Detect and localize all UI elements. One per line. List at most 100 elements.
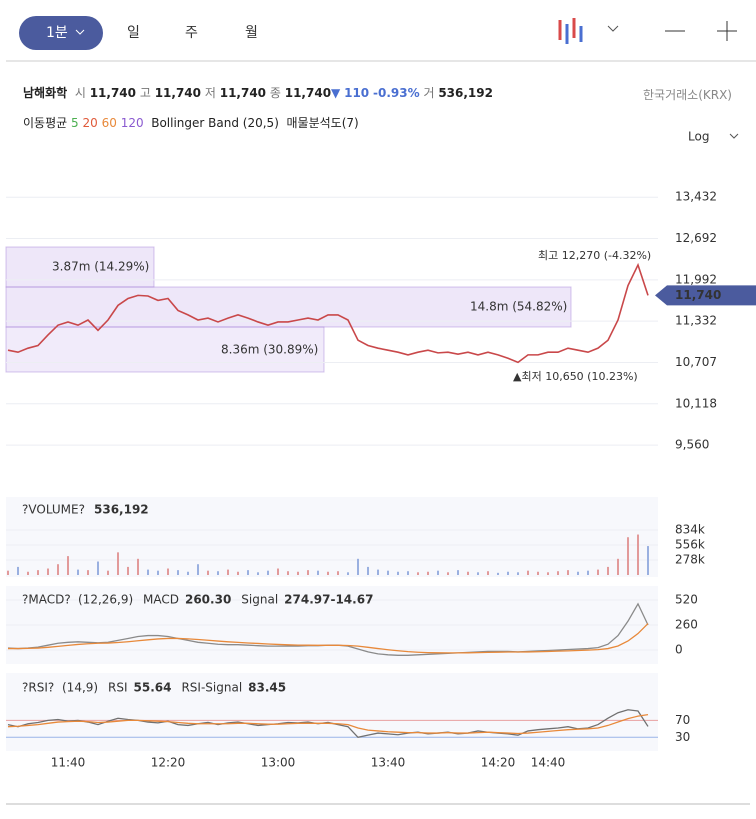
volume-bar bbox=[647, 546, 649, 575]
y-tick-label: 11,332 bbox=[675, 314, 717, 328]
volume-bar bbox=[537, 571, 539, 575]
volume-bar bbox=[287, 571, 289, 575]
volume-bar bbox=[177, 570, 179, 575]
legend-name: RSI bbox=[108, 681, 128, 695]
volume-bar bbox=[87, 570, 89, 575]
volume-bar bbox=[607, 566, 609, 575]
scale-label[interactable]: Log bbox=[688, 130, 709, 144]
volume-bar bbox=[277, 568, 279, 575]
volume-bar bbox=[327, 571, 329, 575]
volume-bar bbox=[137, 558, 139, 575]
volume-bar bbox=[417, 572, 419, 575]
volume-bar bbox=[257, 572, 259, 575]
volume-bar bbox=[557, 571, 559, 575]
volume-bar bbox=[17, 566, 19, 575]
volume-bar bbox=[457, 570, 459, 575]
volume-bar bbox=[497, 572, 499, 575]
annotation: ▲최저 10,650 (10.23%) bbox=[513, 370, 638, 383]
chevron bbox=[729, 133, 739, 139]
series-line bbox=[7, 262, 649, 364]
y-tick-label: 70 bbox=[675, 713, 690, 727]
volume-bar bbox=[367, 566, 369, 575]
series-line bbox=[7, 709, 649, 739]
volume-profile bbox=[5, 286, 572, 328]
bb-label: Bollinger Band (20,5) bbox=[151, 116, 279, 130]
legend-value: 55.64 bbox=[134, 681, 172, 695]
volume-bar bbox=[337, 571, 339, 575]
panel-params: (12,26,9) bbox=[78, 593, 133, 607]
zoom-in[interactable] bbox=[717, 21, 737, 41]
down-arrow: ▼ bbox=[331, 86, 341, 100]
legend-value: 260.30 bbox=[185, 593, 231, 607]
y-tick-label: 520 bbox=[675, 593, 698, 607]
label: 거 bbox=[423, 86, 435, 100]
volume-bar bbox=[247, 570, 249, 575]
interval-label: 1분 bbox=[46, 25, 68, 41]
volume-bar bbox=[167, 568, 169, 575]
volume-bar bbox=[307, 570, 309, 575]
volume-bar bbox=[297, 571, 299, 575]
volume-bar bbox=[97, 561, 99, 575]
volume-bar bbox=[507, 571, 509, 575]
y-tick-label: 278k bbox=[675, 553, 705, 567]
exchange: 한국거래소(KRX) bbox=[643, 88, 732, 102]
x-tick-label: 14:20 bbox=[481, 756, 516, 770]
chevron[interactable] bbox=[607, 25, 619, 32]
value: 11,740 bbox=[219, 86, 267, 100]
ma-period: 60 bbox=[101, 116, 117, 130]
tab[interactable]: 일 bbox=[127, 25, 140, 41]
volume-bar bbox=[407, 571, 409, 575]
y-tick-label: 13,432 bbox=[675, 190, 717, 204]
info-row: 남해화학 시 11,740 고 11,740 저 11,740 종 11,740… bbox=[23, 84, 493, 101]
vp-label: 매물분석도(7) bbox=[286, 116, 359, 130]
legend-name: MACD bbox=[143, 593, 179, 607]
x-tick-label: 12:20 bbox=[151, 756, 186, 770]
volume-bar bbox=[317, 570, 319, 575]
volume-bar bbox=[57, 564, 59, 575]
volume-bar bbox=[347, 572, 349, 575]
y-tick-label: 834k bbox=[675, 523, 705, 537]
value: 11,740 bbox=[154, 86, 202, 100]
panel-bg bbox=[6, 497, 658, 577]
y-tick-label: 10,118 bbox=[675, 396, 717, 410]
tab[interactable]: 주 bbox=[185, 25, 198, 41]
label: 저 bbox=[204, 86, 216, 100]
volume-bar bbox=[147, 569, 149, 575]
ma-period: 20 bbox=[82, 116, 98, 130]
volume-bar bbox=[47, 568, 49, 575]
legend-name: Signal bbox=[241, 593, 278, 607]
volume-bar bbox=[387, 570, 389, 575]
legend-value: 274.97-14.67 bbox=[284, 593, 373, 607]
interval-button[interactable] bbox=[19, 16, 103, 50]
x-tick-label: 11:40 bbox=[51, 756, 86, 770]
price-tag-label: 11,740 bbox=[675, 288, 721, 302]
volume-bar bbox=[197, 564, 199, 575]
y-tick-label: 11,992 bbox=[675, 272, 717, 286]
volume-bar bbox=[627, 537, 629, 575]
volume-profile bbox=[5, 326, 325, 373]
volume-bar bbox=[587, 570, 589, 575]
volume-bar bbox=[397, 571, 399, 575]
annotation: 14.8m (54.82%) bbox=[470, 300, 567, 314]
y-tick-label: 0 bbox=[675, 643, 683, 657]
volume-bar bbox=[37, 570, 39, 575]
stock-name: 남해화학 bbox=[23, 86, 68, 100]
volume-bar bbox=[237, 571, 239, 575]
volume-bar bbox=[477, 572, 479, 575]
annotation: 3.87m (14.29%) bbox=[52, 260, 149, 274]
panel-title: ?MACD? bbox=[22, 593, 71, 607]
volume-bar bbox=[427, 571, 429, 575]
panel-title: ?VOLUME? bbox=[22, 503, 85, 517]
value: 11,740 bbox=[284, 86, 332, 100]
panel-title: ?RSI? bbox=[22, 681, 54, 695]
annotation: 최고 12,270 (-4.32%) bbox=[538, 249, 651, 262]
tab[interactable]: 월 bbox=[245, 25, 258, 41]
volume-bar bbox=[267, 570, 269, 575]
chart-type-icon[interactable] bbox=[558, 18, 583, 44]
change: 110 bbox=[344, 86, 370, 100]
volume-bar bbox=[117, 552, 119, 575]
x-tick-label: 13:40 bbox=[371, 756, 406, 770]
volume-bar bbox=[567, 570, 569, 575]
y-tick-label: 12,692 bbox=[675, 231, 717, 245]
